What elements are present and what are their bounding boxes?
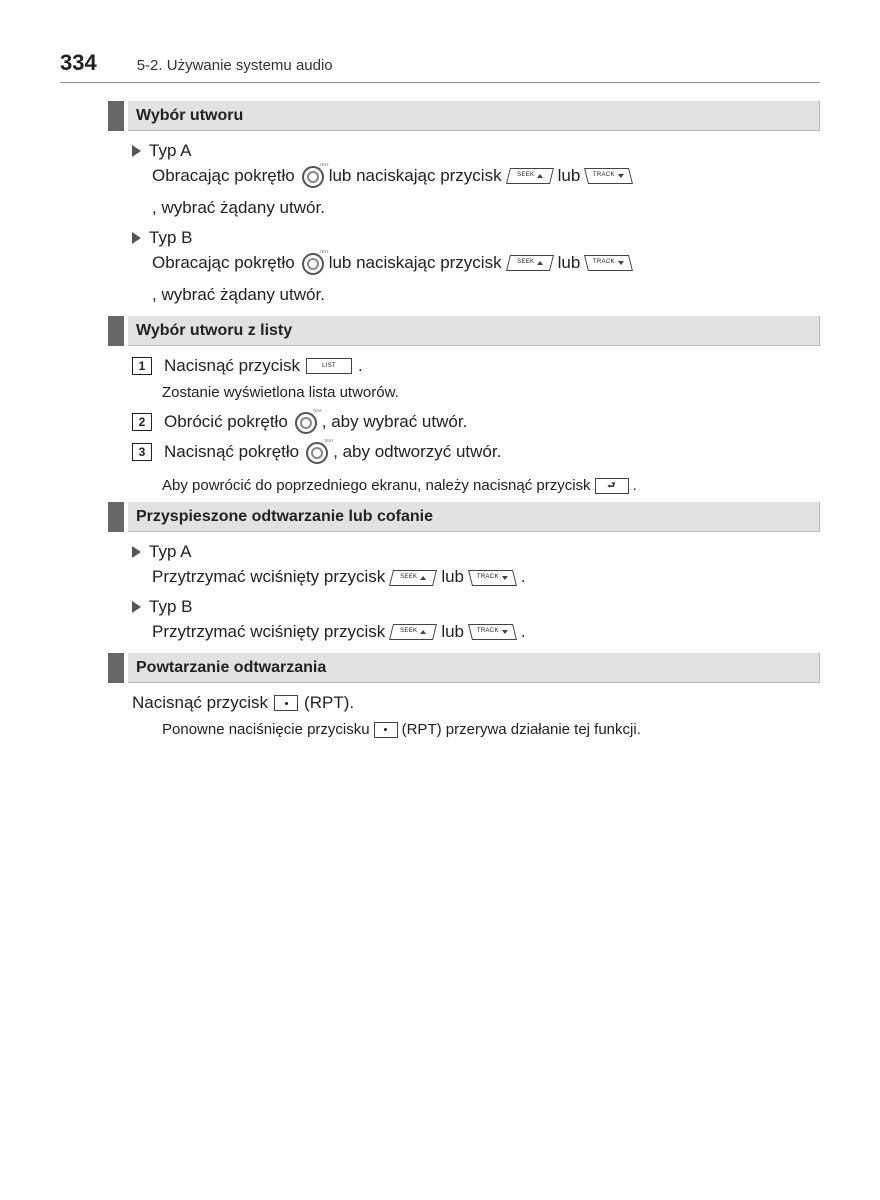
text: lub naciskając przycisk xyxy=(329,250,502,276)
text: , wybrać żądany utwór. xyxy=(152,282,325,308)
text: lub xyxy=(441,564,464,590)
step-number: 3 xyxy=(132,443,152,461)
text: Ponowne naciśnięcie przycisku xyxy=(162,721,370,738)
rpt-button-icon xyxy=(374,722,398,738)
track-down-button-icon: TRACK xyxy=(584,168,633,184)
text: Przytrzymać wciśnięty przycisk xyxy=(152,619,385,645)
tune-knob-icon xyxy=(294,411,316,433)
return-note: Aby powrócić do poprzedniego ekranu, nal… xyxy=(162,477,780,494)
text: . xyxy=(633,477,637,494)
text: lub xyxy=(441,619,464,645)
type-label: Typ A xyxy=(149,542,192,562)
section-body: Typ A Obracając pokrętło lub naciskając … xyxy=(132,141,780,308)
instruction-line: Obracając pokrętło lub naciskając przyci… xyxy=(152,250,780,309)
triangle-icon xyxy=(132,601,141,613)
step: 1 Nacisnąć przycisk LIST . xyxy=(132,356,780,376)
triangle-icon xyxy=(132,546,141,558)
text: (RPT). xyxy=(304,693,354,713)
section-body: 1 Nacisnąć przycisk LIST . Zostanie wyśw… xyxy=(132,356,780,494)
section-bar: Przyspieszone odtwarzanie lub cofanie xyxy=(108,502,820,532)
text: Obracając pokrętło xyxy=(152,250,295,276)
section-title: Wybór utworu z listy xyxy=(128,316,820,346)
instruction-line: Przytrzymać wciśnięty przycisk SEEK lub … xyxy=(152,564,780,590)
section-bar: Powtarzanie odtwarzania xyxy=(108,653,820,683)
text: . xyxy=(521,619,526,645)
text: . xyxy=(521,564,526,590)
track-down-button-icon: TRACK xyxy=(468,624,517,640)
section-tab xyxy=(108,502,124,532)
text: Nacisnąć przycisk xyxy=(132,693,268,713)
type-label: Typ B xyxy=(149,597,192,617)
step-note: Zostanie wyświetlona lista utworów. xyxy=(162,384,780,401)
section-title: Przyspieszone odtwarzanie lub cofanie xyxy=(128,502,820,532)
section-bar: Wybór utworu z listy xyxy=(108,316,820,346)
chapter-title: 5-2. Używanie systemu audio xyxy=(137,57,333,74)
page-number: 334 xyxy=(60,50,97,76)
text: Aby powrócić do poprzedniego ekranu, nal… xyxy=(162,477,591,494)
step: 3 Nacisnąć pokrętło , aby odtworzyć utwó… xyxy=(132,441,780,463)
text: Nacisnąć pokrętło xyxy=(164,442,299,462)
text: (RPT) przerywa działanie tej funkcji. xyxy=(402,721,641,738)
type-bullet: Typ A xyxy=(132,141,780,161)
text: . xyxy=(358,356,363,376)
instruction-line: Przytrzymać wciśnięty przycisk SEEK lub … xyxy=(152,619,780,645)
section-tab xyxy=(108,653,124,683)
instruction-line: Obracając pokrętło lub naciskając przyci… xyxy=(152,163,780,222)
type-bullet: Typ A xyxy=(132,542,780,562)
text: Obracając pokrętło xyxy=(152,163,295,189)
back-button-icon: ⮐ xyxy=(595,478,629,494)
text: lub xyxy=(558,250,581,276)
instruction-line: Nacisnąć przycisk (RPT). xyxy=(132,693,780,713)
seek-up-button-icon: SEEK xyxy=(506,255,554,271)
seek-up-button-icon: SEEK xyxy=(389,624,437,640)
triangle-icon xyxy=(132,145,141,157)
tune-knob-icon xyxy=(301,252,323,274)
text: lub naciskając przycisk xyxy=(329,163,502,189)
page: 334 5-2. Używanie systemu audio Wybór ut… xyxy=(0,0,880,788)
track-down-button-icon: TRACK xyxy=(468,570,517,586)
track-down-button-icon: TRACK xyxy=(584,255,633,271)
section-bar: Wybór utworu xyxy=(108,101,820,131)
page-header: 334 5-2. Używanie systemu audio xyxy=(60,50,820,83)
step: 2 Obrócić pokrętło , aby wybrać utwór. xyxy=(132,411,780,433)
section-body: Nacisnąć przycisk (RPT). Ponowne naciśni… xyxy=(132,693,780,738)
type-label: Typ A xyxy=(149,141,192,161)
section-tab xyxy=(108,101,124,131)
text: , aby odtworzyć utwór. xyxy=(333,442,501,462)
seek-up-button-icon: SEEK xyxy=(506,168,554,184)
text: , wybrać żądany utwór. xyxy=(152,195,325,221)
rpt-button-icon xyxy=(274,695,298,711)
text: , aby wybrać utwór. xyxy=(322,412,468,432)
seek-up-button-icon: SEEK xyxy=(389,570,437,586)
type-bullet: Typ B xyxy=(132,597,780,617)
text: lub xyxy=(558,163,581,189)
step-number: 1 xyxy=(132,357,152,375)
triangle-icon xyxy=(132,232,141,244)
section-title: Powtarzanie odtwarzania xyxy=(128,653,820,683)
tune-knob-icon xyxy=(301,165,323,187)
section-body: Typ A Przytrzymać wciśnięty przycisk SEE… xyxy=(132,542,780,645)
section-title: Wybór utworu xyxy=(128,101,820,131)
type-label: Typ B xyxy=(149,228,192,248)
tune-knob-icon xyxy=(305,441,327,463)
type-bullet: Typ B xyxy=(132,228,780,248)
text: Nacisnąć przycisk xyxy=(164,356,300,376)
note-line: Ponowne naciśnięcie przycisku (RPT) prze… xyxy=(162,721,780,738)
list-button-icon: LIST xyxy=(306,358,352,374)
text: Przytrzymać wciśnięty przycisk xyxy=(152,564,385,590)
step-number: 2 xyxy=(132,413,152,431)
section-tab xyxy=(108,316,124,346)
text: Obrócić pokrętło xyxy=(164,412,288,432)
